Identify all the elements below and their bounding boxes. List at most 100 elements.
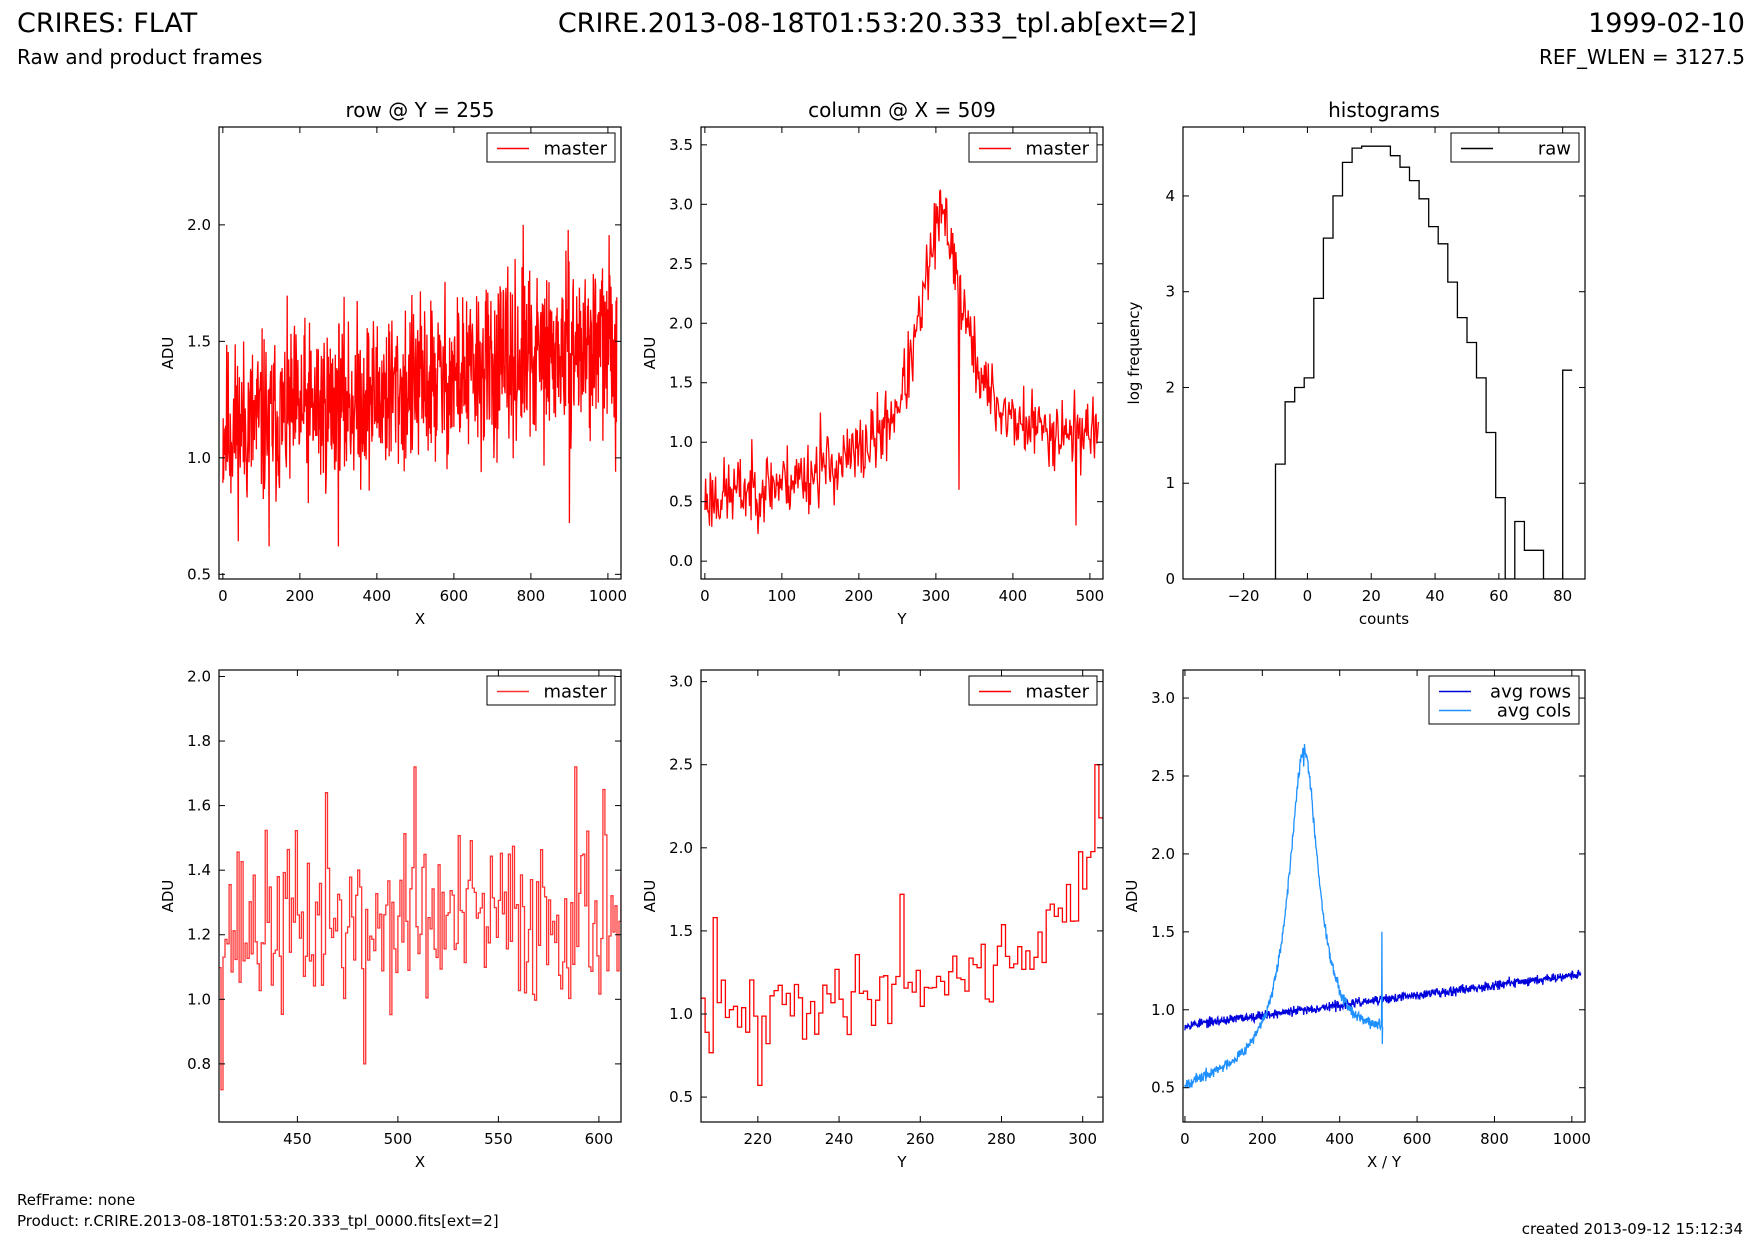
y-tick-label: 2.0 bbox=[669, 314, 693, 332]
y-axis-label: ADU bbox=[1123, 880, 1141, 913]
x-axis-label: X bbox=[415, 610, 425, 628]
x-tick-label: 800 bbox=[1480, 1130, 1509, 1148]
x-tick-label: 60 bbox=[1489, 587, 1508, 605]
report-subtitle: Raw and product frames bbox=[17, 45, 263, 69]
panel-colzoom: 220 240 260 280 300 0.5 1.0 1.5 2.0 2.5 3.0 Y ADU mas… bbox=[641, 669, 1104, 1171]
x-tick-label: 500 bbox=[384, 1130, 413, 1148]
refframe-note: RefFrame: none bbox=[17, 1191, 136, 1209]
y-tick-label: 1.8 bbox=[187, 732, 211, 750]
x-tick-label: 400 bbox=[363, 587, 392, 605]
y-tick-label: 0.5 bbox=[669, 1088, 693, 1106]
panel-title: histograms bbox=[1328, 98, 1440, 122]
x-tick-label: 200 bbox=[1248, 1130, 1277, 1148]
y-tick-label: 1.4 bbox=[187, 861, 211, 879]
x-tick-label: 260 bbox=[906, 1130, 935, 1148]
x-axis-label: Y bbox=[896, 610, 907, 628]
legend: master bbox=[968, 675, 1098, 706]
series-line-master bbox=[222, 224, 618, 547]
legend-label: raw bbox=[1538, 139, 1571, 160]
y-tick-label: 2.5 bbox=[1151, 767, 1175, 785]
created-timestamp: created 2013-09-12 15:12:34 bbox=[1521, 1220, 1743, 1238]
y-tick-label: 1.5 bbox=[669, 374, 693, 392]
legend-label: avg rows bbox=[1490, 682, 1571, 703]
y-tick-label: 3.0 bbox=[669, 673, 693, 691]
x-tick-label: 200 bbox=[286, 587, 315, 605]
y-tick-label: 2.5 bbox=[669, 756, 693, 774]
x-axis-label: X bbox=[415, 1153, 425, 1171]
y-tick-label: 2.5 bbox=[669, 255, 693, 273]
x-tick-label: 400 bbox=[1325, 1130, 1354, 1148]
legend-box bbox=[968, 675, 1098, 706]
y-tick-label: 3.5 bbox=[669, 136, 693, 154]
y-tick-label: 2 bbox=[1165, 378, 1175, 396]
x-tick-label: 400 bbox=[999, 587, 1028, 605]
y-tick-label: 0.5 bbox=[669, 493, 693, 511]
legend: raw bbox=[1450, 132, 1580, 163]
x-axis-label: counts bbox=[1359, 610, 1409, 628]
product-note: Product: r.CRIRE.2013-08-18T01:53:20.333… bbox=[17, 1212, 499, 1230]
legend-box bbox=[1428, 675, 1580, 725]
y-tick-label: 1.6 bbox=[187, 797, 211, 815]
x-tick-label: 20 bbox=[1362, 587, 1381, 605]
panel-title: row @ Y = 255 bbox=[346, 98, 495, 122]
legend: master bbox=[486, 132, 616, 163]
panel-rowzoom: 450 500 550 600 0.8 1.0 1.2 1.4 1.6 1.8 2.0 X ADU mas… bbox=[159, 667, 622, 1171]
legend-label: avg cols bbox=[1497, 701, 1571, 722]
series-line-avg-cols bbox=[1184, 744, 1384, 1089]
y-tick-label: 1.0 bbox=[669, 1005, 693, 1023]
y-tick-label: 1.2 bbox=[187, 926, 211, 944]
legend-label: master bbox=[544, 682, 608, 703]
x-tick-label: −20 bbox=[1228, 587, 1260, 605]
series-line-avg-rows bbox=[1184, 969, 1582, 1031]
y-tick-label: 0.8 bbox=[187, 1055, 211, 1073]
y-tick-label: 0.0 bbox=[669, 552, 693, 570]
x-tick-label: 1000 bbox=[1553, 1130, 1591, 1148]
plot-frame bbox=[1182, 669, 1586, 1123]
x-tick-label: 300 bbox=[922, 587, 951, 605]
y-tick-label: 3.0 bbox=[669, 195, 693, 213]
x-tick-label: 240 bbox=[825, 1130, 854, 1148]
panel-hist: −20 0 20 40 60 80 0 1 2 3 4 histograms counts log fre… bbox=[1125, 98, 1586, 628]
series-line-master bbox=[701, 764, 1103, 1087]
x-tick-label: 600 bbox=[585, 1130, 614, 1148]
x-tick-label: 200 bbox=[845, 587, 874, 605]
plot-frame bbox=[700, 669, 1104, 1123]
legend-label: master bbox=[544, 139, 608, 160]
y-tick-label: 1.5 bbox=[669, 922, 693, 940]
y-axis-label: log frequency bbox=[1125, 301, 1143, 404]
x-tick-label: 0 bbox=[218, 587, 228, 605]
legend-label: master bbox=[1026, 682, 1090, 703]
ref-wlen: REF_WLEN = 3127.5 bbox=[1538, 45, 1745, 69]
x-tick-label: 550 bbox=[484, 1130, 513, 1148]
y-tick-label: 1.0 bbox=[187, 449, 211, 467]
legend-box bbox=[486, 132, 616, 163]
y-tick-label: 1.5 bbox=[187, 332, 211, 350]
y-axis-label: ADU bbox=[641, 337, 659, 370]
y-tick-label: 2.0 bbox=[669, 839, 693, 857]
file-name: CRIRE.2013-08-18T01:53:20.333_tpl.ab[ext… bbox=[557, 8, 1198, 39]
plot-frame bbox=[700, 126, 1104, 580]
x-tick-label: 600 bbox=[440, 587, 469, 605]
y-axis-label: ADU bbox=[159, 337, 177, 370]
y-tick-label: 2.0 bbox=[187, 216, 211, 234]
legend-label: master bbox=[1026, 139, 1090, 160]
y-tick-label: 0 bbox=[1165, 570, 1175, 588]
panel-col: 0 100 200 300 400 500 0.0 0.5 1.0 1.5 2.0 2.5 3.0 3.5… bbox=[641, 98, 1104, 628]
legend: master bbox=[968, 132, 1098, 163]
panel-avg: 0 200 400 600 800 1000 0.5 1.0 1.5 2.0 2.5 3.0 X / Y… bbox=[1123, 669, 1591, 1171]
x-tick-label: 100 bbox=[768, 587, 797, 605]
y-tick-label: 1.0 bbox=[669, 433, 693, 451]
y-tick-label: 0.5 bbox=[187, 565, 211, 583]
x-axis-label: Y bbox=[896, 1153, 907, 1171]
panel-row: 0 200 400 600 800 1000 0.5 1.0 1.5 2.0 row @ Y = 2… bbox=[159, 98, 627, 628]
x-tick-label: 300 bbox=[1068, 1130, 1097, 1148]
x-tick-label: 0 bbox=[1180, 1130, 1190, 1148]
y-tick-label: 2.0 bbox=[1151, 845, 1175, 863]
legend-box bbox=[1450, 132, 1580, 163]
y-tick-label: 4 bbox=[1165, 187, 1175, 205]
panel-title: column @ X = 509 bbox=[808, 98, 996, 122]
series-line-master bbox=[704, 189, 1100, 535]
y-tick-label: 1.0 bbox=[1151, 1001, 1175, 1019]
y-tick-label: 1.0 bbox=[187, 990, 211, 1008]
